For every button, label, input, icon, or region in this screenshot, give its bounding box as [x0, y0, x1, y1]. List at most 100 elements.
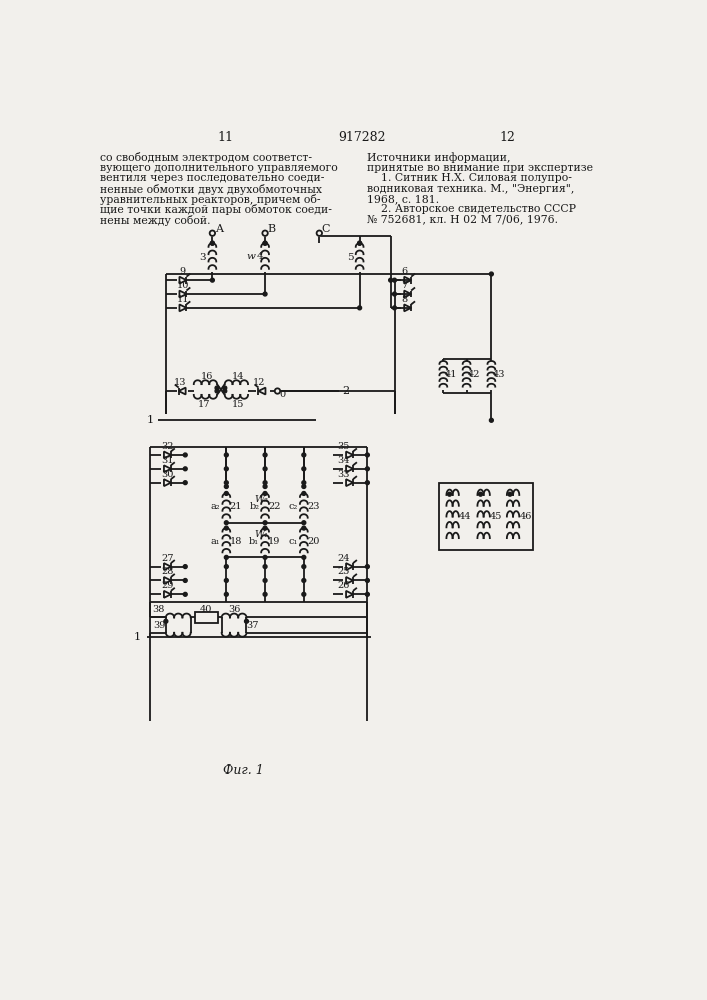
Text: A: A [215, 224, 223, 234]
Circle shape [263, 292, 267, 296]
Circle shape [302, 453, 305, 457]
Circle shape [263, 565, 267, 569]
Bar [438, 483, 533, 550]
Circle shape [489, 272, 493, 276]
Circle shape [479, 492, 482, 496]
Text: 5: 5 [347, 253, 354, 262]
Circle shape [263, 453, 267, 457]
Text: 38: 38 [152, 605, 164, 614]
Circle shape [317, 230, 322, 236]
Text: 39: 39 [153, 621, 166, 630]
Text: 12: 12 [499, 131, 515, 144]
Text: 37: 37 [247, 621, 259, 630]
Text: 29: 29 [161, 581, 174, 590]
Circle shape [358, 241, 361, 245]
Text: 46: 46 [519, 512, 532, 521]
Text: вующего дополнительного управляемого: вующего дополнительного управляемого [100, 163, 338, 173]
Text: 1: 1 [134, 632, 141, 642]
Circle shape [448, 492, 452, 496]
Text: 26: 26 [337, 581, 349, 590]
Text: 10: 10 [177, 281, 189, 290]
Circle shape [275, 388, 280, 394]
Circle shape [302, 565, 305, 569]
Circle shape [224, 521, 228, 525]
Circle shape [302, 555, 305, 559]
Circle shape [302, 521, 305, 525]
Circle shape [263, 485, 267, 488]
Circle shape [302, 526, 305, 530]
Text: 917282: 917282 [338, 131, 386, 144]
Circle shape [263, 555, 267, 559]
Text: 1. Ситник Н.Х. Силовая полупро-: 1. Ситник Н.Х. Силовая полупро- [368, 173, 572, 183]
Text: 15: 15 [232, 400, 245, 409]
Circle shape [224, 555, 228, 559]
Text: 1968, с. 181.: 1968, с. 181. [368, 194, 440, 204]
Text: 43: 43 [493, 370, 506, 379]
Text: b₁: b₁ [249, 537, 259, 546]
Circle shape [224, 526, 228, 530]
Circle shape [392, 306, 397, 310]
Text: 28: 28 [161, 567, 174, 576]
Text: 21: 21 [229, 502, 242, 511]
Text: 17: 17 [198, 400, 211, 409]
Text: 32: 32 [161, 442, 174, 451]
Circle shape [223, 389, 227, 393]
Circle shape [215, 389, 219, 393]
Text: 0: 0 [280, 390, 286, 399]
Circle shape [183, 453, 187, 457]
Circle shape [392, 292, 397, 296]
Text: 7: 7 [402, 281, 408, 290]
Circle shape [302, 592, 305, 596]
Text: вентиля через последовательно соеди-: вентиля через последовательно соеди- [100, 173, 325, 183]
Text: № 752681, кл. Н 02 М 7/06, 1976.: № 752681, кл. Н 02 М 7/06, 1976. [368, 215, 559, 225]
Text: 6: 6 [402, 267, 408, 276]
Circle shape [224, 485, 228, 488]
Text: 30: 30 [161, 470, 174, 479]
Circle shape [224, 565, 228, 569]
Circle shape [489, 418, 493, 422]
Text: 2: 2 [342, 386, 349, 396]
Circle shape [263, 241, 267, 245]
Text: со свободным электродом соответст-: со свободным электродом соответст- [100, 152, 312, 163]
Circle shape [302, 485, 305, 488]
Circle shape [263, 579, 267, 582]
Text: 11: 11 [177, 295, 189, 304]
Circle shape [245, 619, 248, 623]
Circle shape [302, 492, 305, 495]
Text: 18: 18 [230, 537, 242, 546]
Text: 20: 20 [307, 537, 320, 546]
Text: Фиг. 1: Фиг. 1 [223, 764, 264, 777]
Text: 2. Авторское свидетельство СССР: 2. Авторское свидетельство СССР [368, 204, 576, 214]
Text: 11: 11 [218, 131, 233, 144]
Circle shape [263, 481, 267, 485]
Circle shape [211, 241, 214, 245]
Circle shape [263, 492, 267, 495]
Text: 41: 41 [445, 370, 457, 379]
Text: 44: 44 [459, 512, 472, 521]
Circle shape [224, 453, 228, 457]
Text: 27: 27 [161, 554, 174, 563]
Text: ненные обмотки двух двухобмоточных: ненные обмотки двух двухобмоточных [100, 184, 322, 195]
Text: 33: 33 [337, 470, 349, 479]
Text: 35: 35 [337, 442, 349, 451]
Text: w: w [247, 252, 255, 261]
Circle shape [392, 278, 397, 282]
Circle shape [183, 592, 187, 596]
Circle shape [508, 492, 512, 496]
Circle shape [358, 306, 361, 310]
Circle shape [224, 579, 228, 582]
Text: 8: 8 [402, 295, 408, 304]
Circle shape [183, 481, 187, 485]
Circle shape [262, 230, 268, 236]
Text: 40: 40 [200, 605, 212, 614]
Text: 14: 14 [232, 372, 245, 381]
Circle shape [263, 467, 267, 471]
Circle shape [358, 241, 361, 245]
Text: щие точки каждой пары обмоток соеди-: щие точки каждой пары обмоток соеди- [100, 204, 332, 215]
Circle shape [366, 565, 369, 569]
Text: уравнительных реакторов, причем об-: уравнительных реакторов, причем об- [100, 194, 320, 205]
Circle shape [263, 592, 267, 596]
Circle shape [389, 278, 392, 282]
Text: a₂: a₂ [211, 502, 220, 511]
Circle shape [224, 592, 228, 596]
